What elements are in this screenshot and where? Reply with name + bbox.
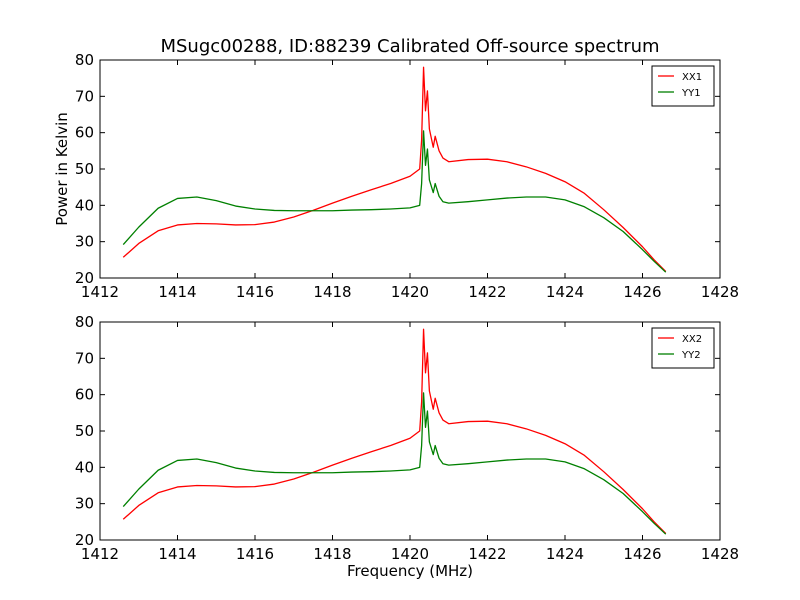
- y-tick-label: 30: [75, 233, 94, 251]
- axes-frame-1: [99, 59, 721, 279]
- legend-label-yy1: YY1: [681, 88, 701, 99]
- panel-2: 1412 1414 1416 1418 1420 1422 1424 1426 1428 20 30…: [75, 313, 739, 563]
- chart-title: MSugc00288, ID:88239 Calibrated Off-sour…: [160, 36, 659, 57]
- x-tick-label: 1424: [546, 283, 584, 301]
- y-tick-label: 40: [75, 196, 94, 214]
- x-tick-label: 1426: [623, 283, 661, 301]
- x-tick-label: 1422: [468, 545, 506, 563]
- y-tick-label: 50: [75, 422, 94, 440]
- y-tick-label: 60: [75, 386, 94, 404]
- x-tick-label: 1412: [81, 283, 119, 301]
- legend-label-yy2: YY2: [681, 350, 701, 361]
- legend-box: [651, 327, 715, 369]
- x-tick-label: 1412: [81, 545, 119, 563]
- y-tick-label: 50: [75, 160, 94, 178]
- legend-label-xx1: XX1: [682, 72, 702, 83]
- series-line-yy2: [122, 392, 667, 535]
- x-tick-label: 1414: [158, 545, 196, 563]
- y-tick-label: 20: [75, 269, 94, 287]
- x-tick-label: 1422: [468, 283, 506, 301]
- x-tick-label: 1416: [236, 545, 274, 563]
- legend-box: [651, 65, 715, 107]
- y-tick-label: 70: [75, 349, 94, 367]
- x-tick-label: 1420: [391, 545, 429, 563]
- x-tick-label: 1418: [313, 283, 351, 301]
- legend-label-xx2: XX2: [682, 334, 702, 345]
- y-tick-label: 60: [75, 124, 94, 142]
- x-tick-label: 1428: [701, 283, 739, 301]
- series-line-yy1: [122, 130, 667, 273]
- panel-1: 1412 1414 1416 1418 1420 1422 1424 1426 1428 20 30…: [75, 51, 739, 301]
- x-tick-label: 1416: [236, 283, 274, 301]
- x-tick-label: 1414: [158, 283, 196, 301]
- y-tick-label: 30: [75, 495, 94, 513]
- x-tick-label: 1424: [546, 545, 584, 563]
- axes-frame-2: [99, 321, 721, 541]
- x-tick-label: 1426: [623, 545, 661, 563]
- series-line-xx1: [122, 66, 667, 272]
- y-tick-label: 70: [75, 87, 94, 105]
- y-tick-label: 40: [75, 458, 94, 476]
- x-axis-label: Frequency (MHz): [347, 562, 473, 580]
- y-axis-label: Power in Kelvin: [53, 112, 71, 226]
- y-tick-label: 80: [75, 51, 94, 69]
- x-tick-label: 1428: [701, 545, 739, 563]
- x-tick-label: 1418: [313, 545, 351, 563]
- y-tick-label: 80: [75, 313, 94, 331]
- series-line-xx2: [122, 328, 667, 534]
- x-tick-label: 1420: [391, 283, 429, 301]
- y-tick-label: 20: [75, 531, 94, 549]
